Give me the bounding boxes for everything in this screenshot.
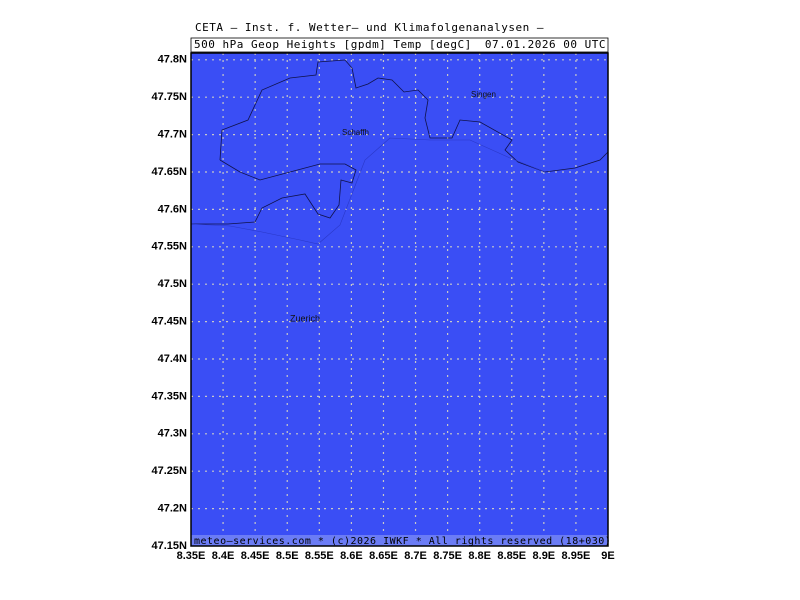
grid [191,53,608,546]
valid-time: 07.01.2026 00 UTC [485,38,606,51]
header-title: CETA — Inst. f. Wetter— und Klimafolgena… [195,21,544,34]
axis-labels: 47.8N 47.75N 47.7N 47.65N 47.6N 47.55N 47.5N 47… [152,54,615,562]
lon-label: 8.75E [433,550,462,562]
lat-label: 47.7N [158,129,187,141]
lat-label: 47.2N [158,503,187,515]
lat-label: 47.8N [158,54,187,66]
place-label: Schaffh [342,128,369,137]
place-label: Zuerich [290,313,320,323]
rivers [190,137,546,245]
map-frame [190,52,609,547]
lon-label: 8.95E [562,550,591,562]
footer: meteo—services.com * (c)2026 IWKF * All … [194,536,611,547]
lat-label: 47.3N [158,428,187,440]
lon-label: 8.4E [212,550,235,562]
lon-label: 8.45E [241,550,270,562]
map-area [191,53,608,546]
lon-label: 8.55E [305,550,334,562]
lat-label: 47.45N [152,316,188,328]
lon-label: 8.5E [276,550,299,562]
lat-label: 47.5N [158,278,187,290]
lat-label: 47.55N [152,241,188,253]
lon-label: 9E [601,550,614,562]
footer-strip [191,535,608,546]
header-box [190,37,609,53]
place-label: Singen [471,90,496,99]
lon-label: 8.7E [404,550,427,562]
lat-label: 47.15N [152,540,188,552]
lon-label: 8.6E [340,550,363,562]
lat-label: 47.35N [152,390,188,402]
lon-label: 8.65E [369,550,398,562]
lon-label: 8.9E [533,550,556,562]
lon-label: 8.35E [177,550,206,562]
lon-label: 8.85E [497,550,526,562]
field-name: 500 hPa Geop Heights [gpdm] Temp [degC] [194,38,472,51]
lon-label: 8.8E [468,550,491,562]
lat-label: 47.75N [152,91,188,103]
lat-label: 47.6N [158,203,187,215]
lat-label: 47.65N [152,166,188,178]
lat-label: 47.25N [152,465,188,477]
borders [191,59,609,225]
lat-label: 47.4N [158,353,187,365]
